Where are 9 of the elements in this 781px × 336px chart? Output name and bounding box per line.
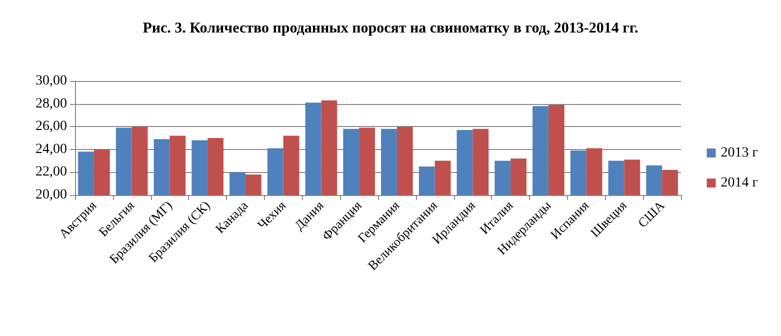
legend-label: 2014 г [720, 176, 758, 190]
y-tick-label: 22,00 [36, 164, 67, 180]
y-tick-label: 26,00 [36, 119, 67, 134]
y-tick-label: 28,00 [36, 96, 67, 112]
legend-label: 2013 г [720, 146, 758, 160]
y-tick-label: 24,00 [36, 142, 67, 157]
chart-title: Рис. 3. Количество проданных поросят на свиноматку в год, 2013-2014 гг. [142, 20, 639, 36]
y-tick-label: 30,00 [36, 74, 67, 88]
y-tick-label: 20,00 [36, 188, 67, 202]
